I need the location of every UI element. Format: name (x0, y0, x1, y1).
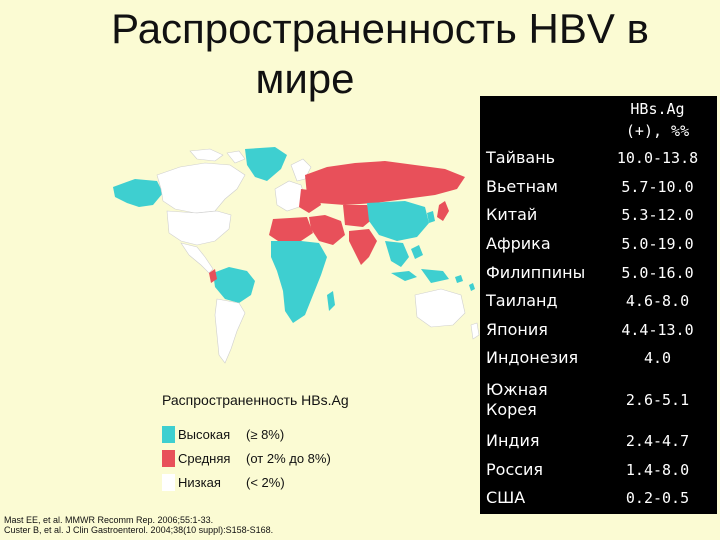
table-cell-value: 5.0-16.0 (621, 263, 694, 282)
legend-label-intermediate: Средняя (178, 450, 231, 466)
table-cell-country: Южная Корея (486, 379, 548, 419)
table-cell-value: 10.0-13.8 (616, 149, 699, 168)
table-cell-value: 5.7-10.0 (621, 177, 694, 196)
title-line-1: Распространенность HBV в (111, 5, 649, 52)
table-row: Индонезия 4.0 (480, 344, 717, 373)
table-cell-country: Россия (486, 459, 544, 479)
title-line-2: мире (255, 55, 355, 102)
table-row: Таиланд 4.6-8.0 (480, 287, 717, 316)
table-header: HBs.Ag (+), %% (480, 96, 717, 144)
prevalence-table: HBs.Ag (+), %% Тайвань 10.0-13.8 Вьетнам 5.… (480, 96, 717, 514)
map-region-south-america-north (209, 269, 217, 283)
map-region-south-america-south (214, 298, 246, 364)
table-row: Тайвань 10.0-13.8 (480, 144, 717, 173)
map-region-madagascar (327, 291, 335, 311)
page-title: Распространенность HBV в мире (40, 4, 720, 104)
table-cell-country: Африка (486, 234, 551, 254)
map-region-amazon (213, 267, 255, 303)
legend-range-intermediate: (от 2% до 8%) (246, 450, 331, 466)
table-cell-value: 5.0-19.0 (621, 235, 694, 254)
table-row: Вьетнам 5.7-10.0 (480, 173, 717, 202)
legend-item-low: Низкая (< 2%) (162, 470, 462, 494)
table-row: США 0.2-0.5 (480, 484, 717, 513)
map-region-usa (166, 210, 232, 246)
table-row: Африка 5.0-19.0 (480, 230, 717, 259)
table-cell-value: 1.4-8.0 (625, 460, 690, 479)
map-region-korea (427, 211, 435, 223)
map-region-central-america (180, 242, 214, 274)
table-cell-country: Япония (486, 319, 548, 339)
table-row: Южная Корея 2.6-5.1 (480, 373, 717, 427)
map-region-alaska (113, 179, 163, 207)
legend-swatch-intermediate (162, 449, 175, 467)
reference-2: Custer B, et al. J Clin Gastroenterol. 2… (4, 525, 274, 535)
legend-label-low: Низкая (178, 474, 221, 490)
table-cell-country: Тайвань (486, 148, 556, 168)
table-cell-country: Вьетнам (486, 176, 558, 196)
legend-label-high: Высокая (178, 426, 231, 442)
map-region-middle-east (309, 215, 345, 245)
table-header-value-column: HBs.Ag (+), %% (598, 96, 717, 146)
table-row: Россия 1.4-8.0 (480, 455, 717, 484)
table-cell-value: 5.3-12.0 (621, 206, 694, 225)
map-legend: Распространенность HBs.Ag Высокая (≥ 8%)… (162, 392, 462, 494)
reference-1: Mast EE, et al. MMWR Recomm Rep. 2006;55… (4, 515, 214, 525)
map-region-indonesia (391, 269, 449, 283)
map-region-eastern-europe (299, 189, 321, 213)
table-cell-country: Таиланд (486, 291, 558, 311)
table-cell-value: 4.4-13.0 (621, 320, 694, 339)
references: Mast EE, et al. MMWR Recomm Rep. 2006;55… (4, 515, 273, 535)
map-region-india (349, 229, 377, 265)
legend-item-high: Высокая (≥ 8%) (162, 422, 462, 446)
table-header-line-1: HBs.Ag (630, 100, 685, 118)
table-row: Филиппины 5.0-16.0 (480, 258, 717, 287)
table-cell-country: Индия (486, 431, 540, 451)
map-region-australia (414, 288, 466, 328)
table-row: Япония 4.4-13.0 (480, 316, 717, 345)
map-region-sub-saharan-africa (271, 241, 327, 323)
table-cell-value: 4.0 (643, 349, 672, 368)
legend-item-intermediate: Средняя (от 2% до 8%) (162, 446, 462, 470)
table-cell-country: Китай (486, 205, 538, 225)
map-region-japan (437, 201, 449, 221)
world-prevalence-map (113, 147, 480, 364)
legend-swatch-high (162, 425, 175, 443)
table-cell-value: 2.4-4.7 (625, 432, 690, 451)
map-region-russia (305, 161, 465, 205)
table-cell-value: 2.6-5.1 (625, 390, 690, 409)
legend-range-high: (≥ 8%) (246, 426, 285, 442)
map-region-north-africa (269, 217, 313, 243)
table-header-line-2: (+), %% (625, 122, 690, 140)
map-region-china (367, 201, 429, 241)
table-cell-value: 4.6-8.0 (625, 292, 690, 311)
table-cell-country: Филиппины (486, 262, 586, 282)
map-region-canada (156, 162, 246, 214)
legend-title: Распространенность HBs.Ag (162, 392, 349, 408)
map-region-arctic-islands (189, 148, 246, 164)
map-region-new-zealand (470, 322, 480, 340)
table-row: Индия 2.4-4.7 (480, 427, 717, 456)
map-region-pacific-islands (455, 275, 475, 291)
map-region-central-asia (343, 205, 375, 227)
legend-swatch-low (162, 473, 175, 491)
legend-range-low: (< 2%) (246, 474, 285, 490)
table-cell-value: 0.2-0.5 (625, 489, 690, 508)
table-cell-country: Индонезия (486, 348, 579, 368)
map-region-southeast-asia (385, 241, 423, 267)
table-cell-country: США (486, 488, 526, 508)
table-row: Китай 5.3-12.0 (480, 201, 717, 230)
map-region-greenland (245, 147, 287, 181)
